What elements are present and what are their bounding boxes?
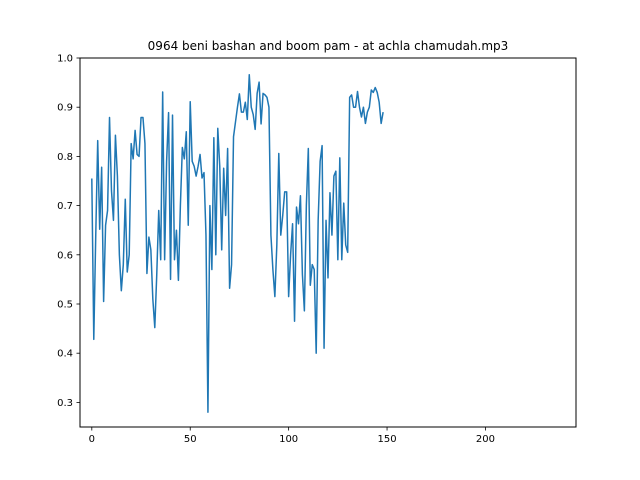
series-line	[91, 73, 384, 413]
x-tick-label: 150	[378, 434, 397, 445]
y-tick-label: 0.9	[57, 103, 73, 114]
x-tick-label: 100	[279, 434, 298, 445]
x-tick-label: 0	[89, 434, 95, 445]
y-tick-label: 0.4	[57, 349, 73, 360]
y-tick-label: 0.3	[57, 398, 73, 409]
y-tick-label: 0.8	[57, 152, 73, 163]
plot-area	[91, 73, 384, 413]
y-tick-label: 0.5	[57, 300, 73, 311]
x-tick-label: 200	[476, 434, 495, 445]
y-tick-label: 0.7	[57, 201, 73, 212]
y-tick-label: 1.0	[57, 54, 73, 65]
y-tick-label: 0.6	[57, 250, 73, 261]
x-tick-label: 50	[184, 434, 197, 445]
chart-title: 0964 beni bashan and boom pam - at achla…	[148, 39, 509, 53]
y-axis-ticks: 0.3 0.4 0.5 0.6 0.7 0.8 0.9 1.0	[57, 54, 80, 409]
axes-frame	[79, 57, 577, 428]
x-axis-ticks: 0 50 100 150 200	[89, 427, 495, 445]
